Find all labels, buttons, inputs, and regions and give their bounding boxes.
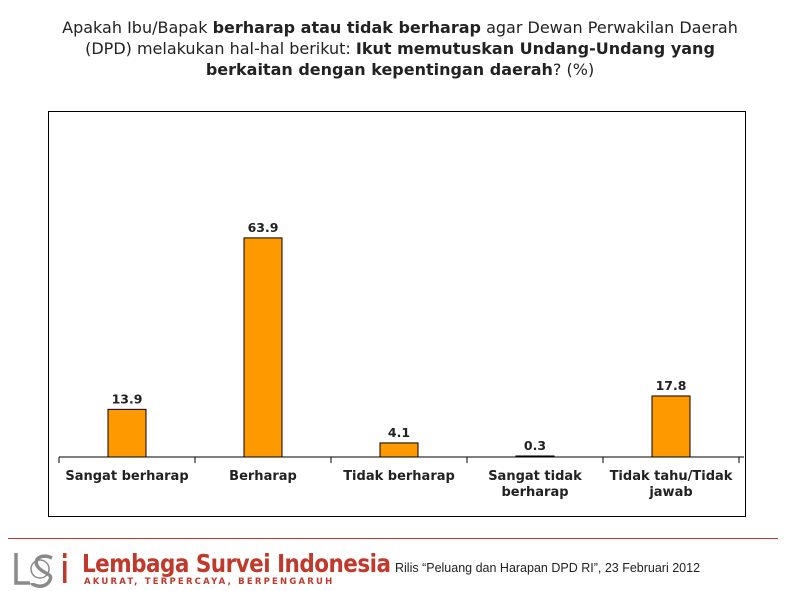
x-tick-label: Sangat berharap [65,469,188,484]
data-label: 13.9 [112,391,143,406]
bar [243,237,283,458]
data-label: 17.8 [656,378,687,393]
logo-name: Lembaga Survei Indonesia [82,549,391,578]
title-text-2: agar Dewan Perwakilan Daerah (DPD) melak… [85,18,738,58]
lsi-logo: Lembaga Survei Indonesia AKURAT, TERPERC… [12,549,391,589]
title-text-bold-1: berharap atau tidak berharap [212,18,481,37]
x-tick-label: Sangat tidak [488,469,582,484]
data-label: 0.3 [524,438,546,453]
chart-title: Apakah Ibu/Bapak berharap atau tidak ber… [40,17,760,80]
release-info: Rilis “Peluang dan Harapan DPD RI”, 23 F… [395,561,701,575]
x-tick-label: Berharap [229,469,297,484]
footer-divider [8,538,778,539]
bar [379,442,419,458]
bar [651,395,691,458]
x-tick-label: Tidak tahu/Tidak [610,469,733,484]
data-label: 63.9 [248,220,279,235]
logo-tagline: AKURAT, TERPERCAYA, BERPENGARUH [84,577,335,587]
chart-frame: 13.9 Sangat berharap 63.9 Berharap 4.1 Tidak … [48,111,746,517]
x-tick-label: jawab [648,485,692,500]
x-tick-label: berharap [501,485,568,500]
x-tick-label: Tidak berharap [343,469,455,484]
title-text-1: Apakah Ibu/Bapak [62,18,213,37]
bar [107,408,147,458]
lsi-logo-mark-icon [14,553,67,588]
bar [515,455,555,458]
title-text-3: ? (%) [552,60,595,79]
data-label: 4.1 [388,425,410,440]
title-text-bold-2: Ikut memutuskan Undang-Undang yang berka… [205,39,715,79]
bar-chart: 13.9 Sangat berharap 63.9 Berharap 4.1 Tidak … [58,220,744,500]
